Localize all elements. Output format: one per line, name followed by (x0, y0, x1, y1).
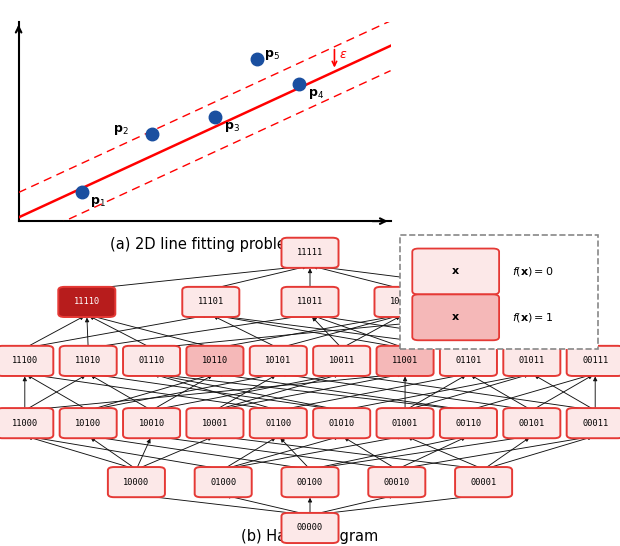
FancyBboxPatch shape (281, 513, 339, 543)
FancyBboxPatch shape (182, 287, 239, 317)
FancyBboxPatch shape (281, 238, 339, 268)
FancyBboxPatch shape (108, 467, 165, 497)
FancyBboxPatch shape (0, 346, 53, 376)
Text: 01111: 01111 (483, 298, 509, 306)
Text: $\mathbf{p}_{3}$: $\mathbf{p}_{3}$ (224, 120, 239, 134)
FancyBboxPatch shape (440, 346, 497, 376)
Text: $\mathbf{p}_{1}$: $\mathbf{p}_{1}$ (90, 195, 106, 209)
FancyBboxPatch shape (281, 287, 339, 317)
FancyBboxPatch shape (503, 408, 560, 438)
Text: 00111: 00111 (582, 357, 608, 365)
Text: 11000: 11000 (12, 419, 38, 428)
FancyBboxPatch shape (412, 294, 499, 340)
Text: (a) 2D line fitting problem: (a) 2D line fitting problem (110, 237, 299, 252)
FancyBboxPatch shape (187, 408, 244, 438)
Text: 11011: 11011 (297, 298, 323, 306)
FancyBboxPatch shape (60, 346, 117, 376)
Text: 10001: 10001 (202, 419, 228, 428)
Text: 01110: 01110 (138, 357, 165, 365)
Text: x: x (452, 312, 459, 322)
Text: $\mathbf{p}_{4}$: $\mathbf{p}_{4}$ (308, 87, 324, 101)
Text: 01011: 01011 (519, 357, 545, 365)
FancyBboxPatch shape (400, 235, 598, 349)
Text: 11111: 11111 (297, 248, 323, 257)
Text: 00110: 00110 (455, 419, 482, 428)
Text: 00001: 00001 (471, 478, 497, 486)
FancyBboxPatch shape (313, 346, 370, 376)
Text: 10010: 10010 (138, 419, 165, 428)
FancyBboxPatch shape (567, 408, 620, 438)
Text: 10111: 10111 (390, 298, 416, 306)
FancyBboxPatch shape (250, 346, 307, 376)
Text: 11001: 11001 (392, 357, 419, 365)
Text: 00010: 00010 (384, 478, 410, 486)
Text: 01100: 01100 (265, 419, 291, 428)
Text: 01000: 01000 (210, 478, 236, 486)
Text: 11010: 11010 (75, 357, 101, 365)
FancyBboxPatch shape (455, 467, 512, 497)
FancyBboxPatch shape (60, 408, 117, 438)
FancyBboxPatch shape (313, 408, 370, 438)
Text: 00000: 00000 (297, 524, 323, 532)
Text: 11101: 11101 (198, 298, 224, 306)
FancyBboxPatch shape (123, 346, 180, 376)
FancyBboxPatch shape (376, 346, 433, 376)
Text: x: x (452, 266, 459, 276)
FancyBboxPatch shape (376, 408, 433, 438)
FancyBboxPatch shape (195, 467, 252, 497)
Text: 11100: 11100 (12, 357, 38, 365)
Text: 00101: 00101 (519, 419, 545, 428)
FancyBboxPatch shape (281, 467, 339, 497)
FancyBboxPatch shape (123, 408, 180, 438)
Text: $f(\mathbf{x}) = 1$: $f(\mathbf{x}) = 1$ (512, 311, 553, 324)
FancyBboxPatch shape (467, 287, 525, 317)
FancyBboxPatch shape (250, 408, 307, 438)
Text: $\mathbf{p}_{5}$: $\mathbf{p}_{5}$ (264, 48, 280, 62)
FancyBboxPatch shape (0, 408, 53, 438)
Text: $f(\mathbf{x}) = 0$: $f(\mathbf{x}) = 0$ (512, 265, 553, 278)
FancyBboxPatch shape (368, 467, 425, 497)
Text: 01001: 01001 (392, 419, 419, 428)
Text: $\epsilon$: $\epsilon$ (339, 48, 348, 61)
Text: 01010: 01010 (329, 419, 355, 428)
Text: 10000: 10000 (123, 478, 149, 486)
FancyBboxPatch shape (503, 346, 560, 376)
Text: 10110: 10110 (202, 357, 228, 365)
Text: 00100: 00100 (297, 478, 323, 486)
Text: 10101: 10101 (265, 357, 291, 365)
Text: $\mathbf{p}_{2}$: $\mathbf{p}_{2}$ (113, 123, 129, 137)
Text: (b) Hasse Diagram: (b) Hasse Diagram (241, 530, 379, 544)
Text: 11110: 11110 (74, 298, 100, 306)
FancyBboxPatch shape (187, 346, 244, 376)
Text: 01101: 01101 (455, 357, 482, 365)
Text: 10100: 10100 (75, 419, 101, 428)
FancyBboxPatch shape (412, 248, 499, 294)
FancyBboxPatch shape (567, 346, 620, 376)
Text: 10011: 10011 (329, 357, 355, 365)
Text: 00011: 00011 (582, 419, 608, 428)
FancyBboxPatch shape (58, 287, 115, 317)
FancyBboxPatch shape (440, 408, 497, 438)
FancyBboxPatch shape (374, 287, 432, 317)
